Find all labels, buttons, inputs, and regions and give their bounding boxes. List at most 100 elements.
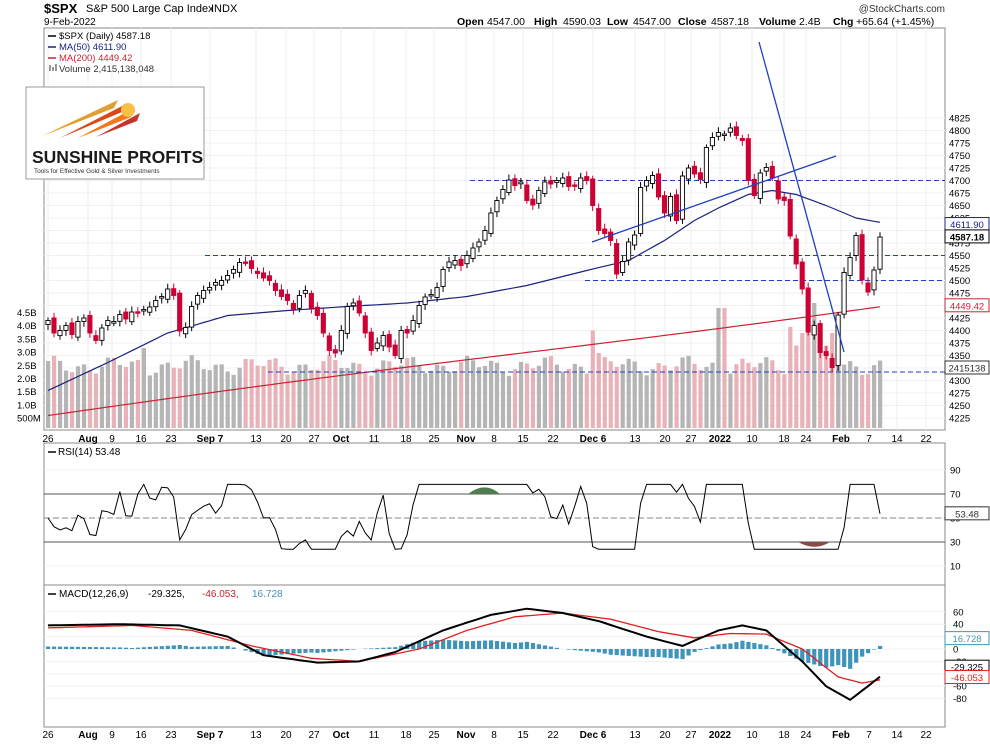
rsi-label: RSI(14) 53.48 [58, 447, 121, 458]
macd-histogram-bar [447, 640, 452, 649]
volume-bar [746, 362, 751, 428]
volume-bar [387, 361, 392, 428]
volume-bar [614, 366, 619, 428]
macd-histogram-bar [812, 649, 817, 665]
volume-bar [758, 363, 763, 428]
candle-up [117, 314, 123, 322]
rsi-series: 9070503010 [44, 466, 961, 573]
candle-down [733, 126, 739, 136]
volume-bar [141, 348, 146, 428]
sunshine-profits-logo: SUNSHINE PROFITS Tools for Effective Gol… [25, 86, 205, 180]
macd-histogram-bar [848, 649, 853, 669]
price-axis: 4825480047754750472547004675465046254600… [949, 114, 970, 425]
volume-tick: 2.0B [17, 374, 37, 385]
macd-histogram-bar [225, 645, 230, 649]
x-tick: 25 [428, 434, 440, 445]
volume-bar [423, 373, 428, 428]
candle-down [284, 293, 290, 301]
macd-histogram-bar [243, 649, 248, 651]
candle-down [691, 165, 697, 175]
badge-text: 53.48 [955, 509, 979, 520]
volume-bar [752, 367, 757, 428]
volume-bar [357, 363, 362, 428]
volume-bar [183, 360, 188, 428]
volume-bar [800, 333, 805, 428]
candle-up [685, 167, 692, 180]
volume-bar [255, 365, 260, 428]
volume-tick: 4.5B [17, 308, 37, 319]
value-badge [944, 229, 990, 244]
volume-bar [105, 357, 111, 428]
x-tick: Oct [333, 434, 350, 445]
candle-up [877, 236, 883, 270]
macd-histogram-bar [626, 649, 631, 656]
volume-bar [429, 370, 434, 428]
volume-bar [201, 369, 206, 428]
candle-up [207, 287, 213, 291]
candle-up [63, 325, 69, 331]
candle-up [410, 320, 416, 332]
x-tick: 20 [659, 730, 671, 741]
candle-up [398, 330, 404, 359]
candle-up [500, 189, 506, 200]
candle-up [440, 269, 446, 287]
volume-bar [806, 320, 811, 428]
chg-label: Chg [833, 16, 853, 28]
price-tick: 4775 [949, 139, 970, 150]
x-tick: 11 [369, 730, 380, 741]
macd-histogram-bar [273, 649, 278, 655]
price-tick: 4725 [949, 164, 970, 175]
candle-up [422, 296, 428, 305]
candle-up [380, 335, 386, 347]
volume-bar [273, 358, 278, 428]
candle-down [386, 334, 392, 348]
macd-histogram-bar [57, 646, 63, 649]
candle-down [572, 184, 578, 187]
signal-value: -46.053, [202, 589, 239, 600]
volume-bar [459, 361, 464, 428]
candle-down [404, 329, 410, 334]
x-tick: Dec 6 [580, 730, 607, 741]
candle-up [153, 300, 159, 308]
volume-bar [441, 365, 446, 428]
legend: $SPX (Daily) 4587.18 MA(50) 4611.90 MA(2… [48, 31, 154, 75]
candle-down [266, 275, 273, 281]
volume-bar [63, 370, 69, 428]
macd-histogram-bar [411, 642, 416, 649]
volume-bar [512, 369, 518, 428]
macd-histogram-bar [638, 649, 643, 657]
macd-histogram-bar [51, 646, 57, 649]
candle-up [715, 132, 721, 137]
candle-up [847, 257, 853, 276]
chg-value: +65.64 (+1.45%) [856, 16, 934, 28]
volume-bar [524, 363, 530, 428]
volume-bar [596, 353, 601, 428]
candle-up [727, 127, 733, 133]
low-label: Low [607, 16, 629, 28]
sun-ray-icon [42, 100, 118, 136]
macd-histogram-bar [524, 641, 530, 649]
macd-histogram-bar [788, 649, 793, 657]
candle-up [488, 212, 494, 234]
ma200-line [47, 306, 881, 417]
high-label: High [534, 16, 557, 28]
candle-up [416, 305, 422, 324]
macd-histogram-bar [500, 641, 506, 649]
volume-bar [285, 374, 290, 428]
volume-bar [399, 365, 404, 428]
candle-down [362, 315, 368, 334]
macd-panel-frame [43, 584, 946, 728]
macd-histogram-bar [698, 649, 703, 651]
macd-histogram-bar [686, 649, 691, 656]
signal-path [47, 612, 881, 684]
macd-histogram-bar [620, 649, 625, 656]
volume-tick: 1.0B [17, 400, 37, 411]
volume-bar [878, 360, 883, 428]
macd-histogram-bar [758, 644, 763, 649]
candle-up [350, 302, 356, 307]
x-tick: Oct [333, 730, 350, 741]
volume-bar [488, 360, 494, 428]
volume-bar [303, 364, 308, 428]
volume-bar [291, 372, 296, 428]
